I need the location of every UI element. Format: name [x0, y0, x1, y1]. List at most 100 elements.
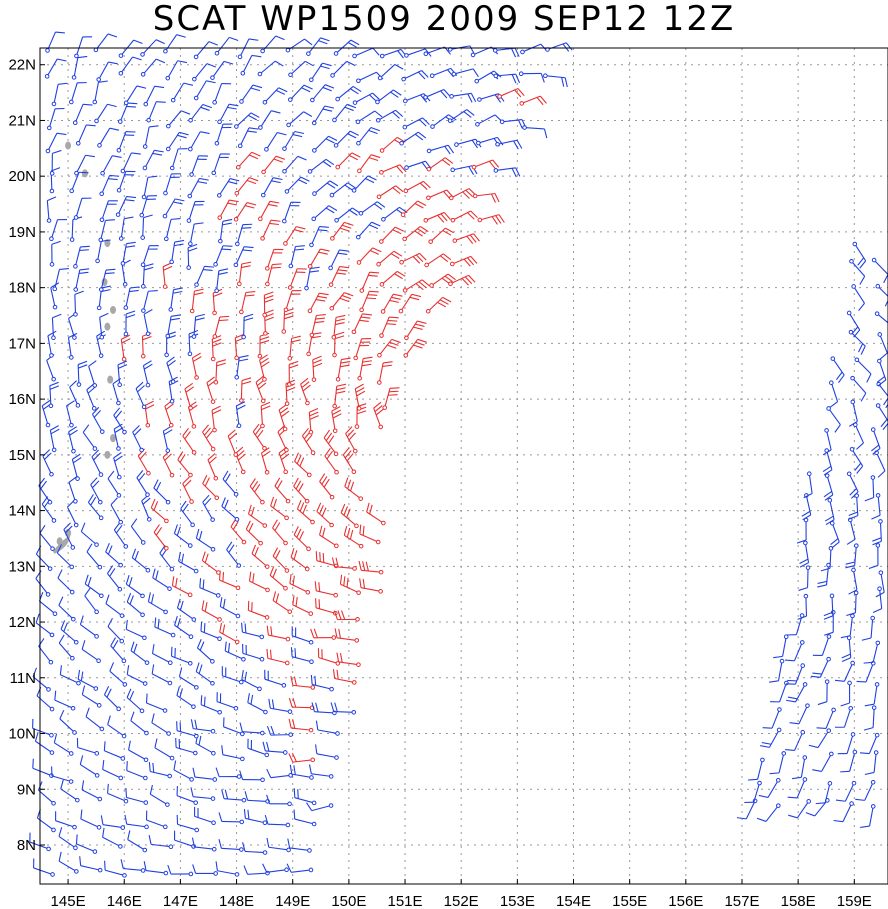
- map-title: SCAT WP1509 2009 SEP12 12Z: [152, 0, 736, 39]
- wind-barb: [356, 247, 382, 265]
- wind-barb: [328, 265, 350, 287]
- wind-barb: [56, 544, 75, 570]
- wind-barb: [81, 780, 103, 802]
- wind-barb: [141, 263, 154, 289]
- wind-barb: [260, 35, 285, 54]
- wind-barb: [55, 811, 77, 830]
- wind-barb: [196, 639, 215, 664]
- wind-barb: [177, 451, 193, 478]
- wind-barb: [264, 132, 287, 152]
- wind-barb: [344, 477, 364, 501]
- wind-barb: [235, 223, 253, 247]
- wind-barb: [72, 103, 93, 125]
- wind-barb: [79, 856, 103, 873]
- wind-barb: [53, 733, 74, 756]
- wind-barb: [192, 767, 218, 782]
- wind-barb: [304, 266, 320, 291]
- wind-barb: [125, 787, 149, 805]
- wind-barb: [799, 540, 810, 568]
- wind-barb: [189, 155, 208, 177]
- wind-barb: [97, 127, 120, 148]
- wind-barb: [58, 827, 78, 851]
- wind-barb: [131, 548, 151, 573]
- wind-barb: [875, 570, 885, 598]
- wind-barb: [105, 542, 123, 568]
- wind-barb: [107, 617, 125, 644]
- wind-barb: [861, 615, 875, 641]
- wind-barb: [785, 663, 806, 685]
- wind-barb: [126, 665, 148, 686]
- wind-barb: [808, 728, 832, 749]
- wind-barb: [34, 731, 55, 755]
- wind-barb: [60, 779, 80, 803]
- wind-barb: [402, 117, 430, 130]
- wind-barb: [851, 284, 865, 312]
- wind-barb: [117, 102, 138, 124]
- wind-barb: [812, 751, 834, 772]
- wind-barb: [176, 598, 197, 622]
- wind-barb: [218, 812, 245, 825]
- wind-barb: [202, 424, 216, 452]
- wind-barb: [116, 131, 136, 153]
- wind-barb: [186, 243, 198, 270]
- wind-barb: [850, 375, 867, 402]
- wind-barb: [213, 245, 233, 267]
- wind-barb: [290, 647, 314, 665]
- wind-barb: [249, 478, 265, 505]
- wind-barb: [58, 596, 76, 622]
- wind-barb: [288, 752, 316, 763]
- wind-barb: [212, 288, 223, 316]
- wind-barb: [88, 360, 98, 388]
- wind-barb: [834, 660, 855, 682]
- wind-barb: [493, 73, 521, 84]
- wind-barb: [52, 268, 69, 292]
- wind-barb: [287, 838, 312, 853]
- wind-barb: [113, 407, 127, 435]
- island: [110, 434, 117, 443]
- wind-barb: [99, 200, 118, 223]
- wind-barb: [770, 680, 789, 703]
- wind-barb: [366, 502, 386, 526]
- wind-barb: [377, 338, 401, 358]
- wind-barb: [168, 287, 183, 312]
- wind-barb: [195, 528, 216, 552]
- wind-barb: [94, 103, 117, 124]
- wind-barb: [73, 268, 90, 292]
- wind-barb: [93, 33, 118, 53]
- y-tick-label: 21N: [8, 112, 36, 129]
- wind-barb: [495, 139, 523, 150]
- wind-barb: [306, 802, 334, 812]
- x-tick-label: 146E: [107, 893, 142, 909]
- wind-barb: [307, 248, 330, 269]
- wind-barb: [247, 738, 270, 758]
- wind-barb: [355, 221, 381, 240]
- wind-barb: [358, 201, 386, 216]
- wind-barb: [60, 620, 79, 645]
- wind-barb: [68, 426, 78, 454]
- wind-barb: [221, 745, 245, 762]
- wind-barb: [333, 39, 360, 56]
- wind-barb: [120, 334, 131, 362]
- wind-barb: [223, 717, 245, 737]
- wind-barb: [266, 837, 291, 853]
- wind-barb: [316, 502, 334, 528]
- wind-barb: [330, 60, 356, 78]
- wind-barb: [379, 226, 404, 244]
- wind-barb: [153, 479, 171, 505]
- wind-barb: [331, 557, 357, 571]
- wind-barb: [99, 312, 109, 340]
- wind-barb: [54, 690, 76, 711]
- wind-barb: [846, 310, 861, 338]
- wind-barb: [543, 73, 568, 88]
- wind-barb: [125, 574, 145, 599]
- wind-barb: [309, 314, 326, 338]
- wind-barb: [262, 863, 289, 873]
- wind-barb: [159, 545, 175, 572]
- wind-barb: [237, 127, 259, 149]
- wind-barb: [113, 452, 123, 480]
- wind-barb: [402, 279, 430, 293]
- wind-barb: [786, 613, 805, 636]
- wind-barb: [311, 105, 335, 126]
- wind-barb: [188, 222, 204, 247]
- wind-barb: [849, 446, 864, 474]
